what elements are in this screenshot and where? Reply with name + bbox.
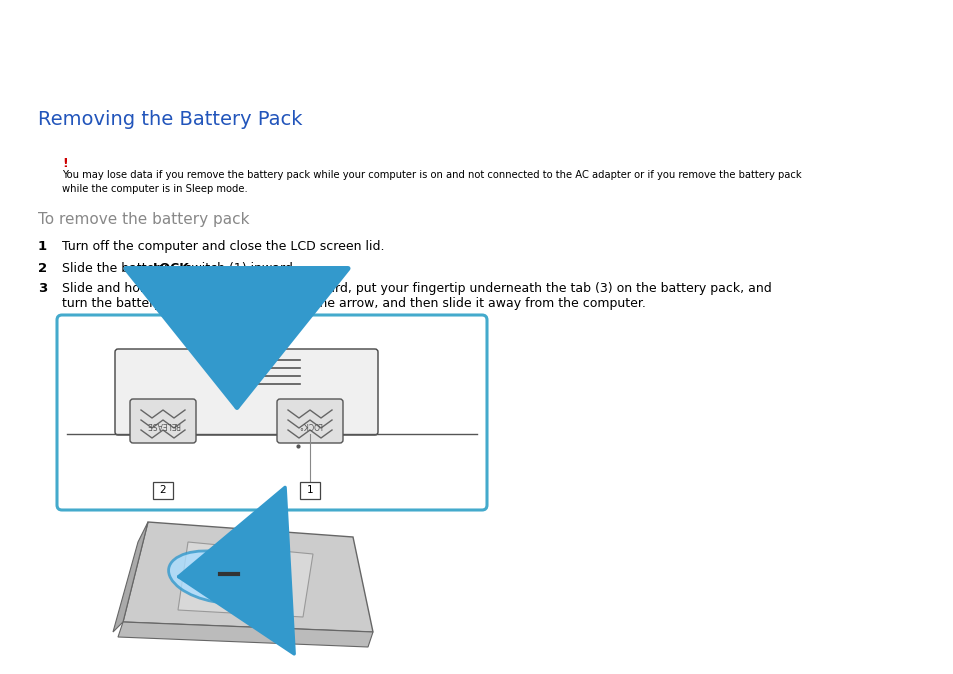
FancyBboxPatch shape	[276, 399, 343, 443]
FancyBboxPatch shape	[130, 399, 195, 443]
Text: switch (1) inward.: switch (1) inward.	[181, 262, 296, 275]
Text: Removing the Battery Pack: Removing the Battery Pack	[38, 110, 302, 129]
Text: 3: 3	[221, 362, 228, 372]
Polygon shape	[178, 542, 313, 617]
Text: Getting Started: Getting Started	[849, 42, 946, 51]
Text: 2: 2	[159, 485, 166, 495]
Text: You may lose data if you remove the battery pack while your computer is on and n: You may lose data if you remove the batt…	[62, 170, 801, 180]
Text: Turn off the computer and close the LCD screen lid.: Turn off the computer and close the LCD …	[62, 240, 384, 253]
Text: 3: 3	[38, 282, 48, 295]
Polygon shape	[123, 522, 373, 632]
FancyBboxPatch shape	[214, 358, 234, 376]
Text: !: !	[62, 157, 68, 170]
Polygon shape	[118, 622, 373, 647]
FancyBboxPatch shape	[115, 349, 377, 435]
Text: Slide and hold the battery: Slide and hold the battery	[62, 282, 230, 295]
Text: latch (2) inward, put your fingertip underneath the tab (3) on the battery pack,: latch (2) inward, put your fingertip und…	[245, 282, 771, 295]
Text: 1: 1	[306, 485, 313, 495]
Text: 2: 2	[38, 262, 47, 275]
FancyBboxPatch shape	[57, 315, 486, 510]
Text: LOCK: LOCK	[152, 262, 190, 275]
Text: while the computer is in Sleep mode.: while the computer is in Sleep mode.	[62, 184, 248, 194]
Text: VAIO: VAIO	[22, 19, 86, 43]
Text: ◄ 28 ►: ◄ 28 ►	[881, 19, 916, 28]
Text: turn the battery pack in the direction of the arrow, and then slide it away from: turn the battery pack in the direction o…	[62, 297, 645, 310]
Polygon shape	[112, 522, 148, 632]
Text: LOCK°: LOCK°	[297, 420, 322, 429]
FancyBboxPatch shape	[299, 482, 319, 499]
Ellipse shape	[169, 551, 267, 603]
Text: To remove the battery pack: To remove the battery pack	[38, 212, 250, 227]
Text: RELEASE: RELEASE	[199, 282, 260, 295]
FancyBboxPatch shape	[152, 482, 172, 499]
Text: 1: 1	[38, 240, 47, 253]
Text: Slide the battery: Slide the battery	[62, 262, 171, 275]
Text: RELEASE: RELEASE	[146, 420, 180, 429]
